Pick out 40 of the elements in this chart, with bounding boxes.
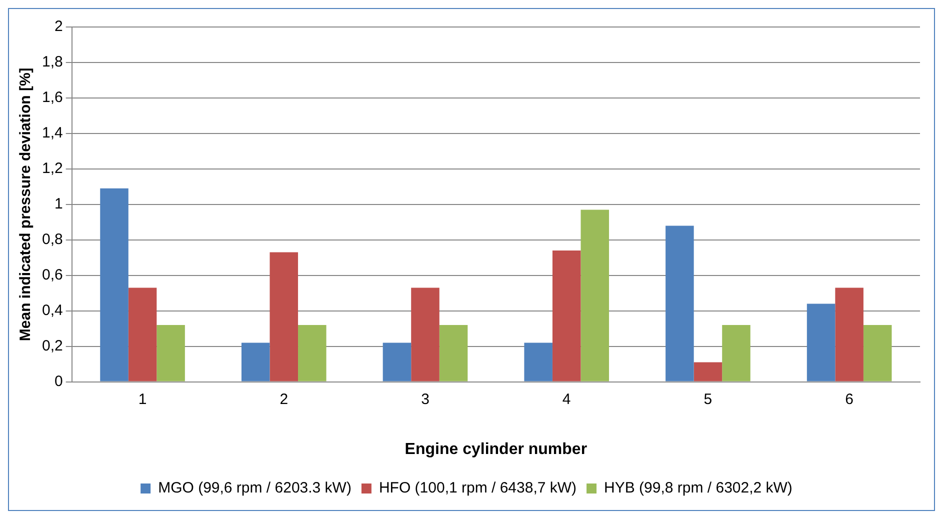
legend-label: HFO (100,1 rpm / 6438,7 kW) xyxy=(378,480,577,497)
bar xyxy=(298,325,326,382)
y-tick-label: 0 xyxy=(54,372,63,390)
bar xyxy=(411,288,440,382)
bar xyxy=(694,362,722,382)
bar xyxy=(241,342,270,382)
x-tick-label: 1 xyxy=(138,390,147,408)
legend-label: HYB (99,8 rpm / 6302,2 kW) xyxy=(604,480,792,497)
bar xyxy=(100,188,128,382)
bar xyxy=(382,342,412,382)
bar xyxy=(524,342,552,382)
bar xyxy=(806,304,836,382)
x-tick-label: 5 xyxy=(704,390,712,408)
y-axis-title: Mean indicated pressure deviation [%] xyxy=(17,68,34,342)
bar xyxy=(552,250,581,382)
y-tick-label: 2 xyxy=(54,18,63,36)
y-tick-label: 1 xyxy=(54,196,63,213)
bar xyxy=(128,288,157,382)
legend-label: MGO (99,6 rpm / 6203.3 kW) xyxy=(158,480,352,497)
y-tick-label: 0,2 xyxy=(42,337,63,354)
y-tick-label: 1,4 xyxy=(42,124,63,142)
bar xyxy=(156,325,185,382)
bar xyxy=(722,325,750,382)
y-tick-label: 1,6 xyxy=(42,89,63,106)
bar xyxy=(863,325,892,382)
x-tick-label: 2 xyxy=(280,390,288,408)
x-axis-title: Engine cylinder number xyxy=(404,440,588,458)
bar xyxy=(270,252,298,382)
x-tick-label: 3 xyxy=(421,390,430,408)
bar xyxy=(666,226,694,382)
bar xyxy=(439,325,468,382)
y-tick-label: 1,2 xyxy=(42,160,63,178)
y-tick-label: 0,4 xyxy=(42,302,63,319)
y-tick-label: 1,8 xyxy=(42,54,63,71)
bar xyxy=(580,210,610,382)
y-tick-label: 0,8 xyxy=(42,231,63,248)
x-tick-label: 6 xyxy=(845,390,854,408)
y-tick-label: 0,6 xyxy=(42,266,63,284)
bar xyxy=(835,288,864,382)
x-tick-label: 4 xyxy=(562,390,571,408)
